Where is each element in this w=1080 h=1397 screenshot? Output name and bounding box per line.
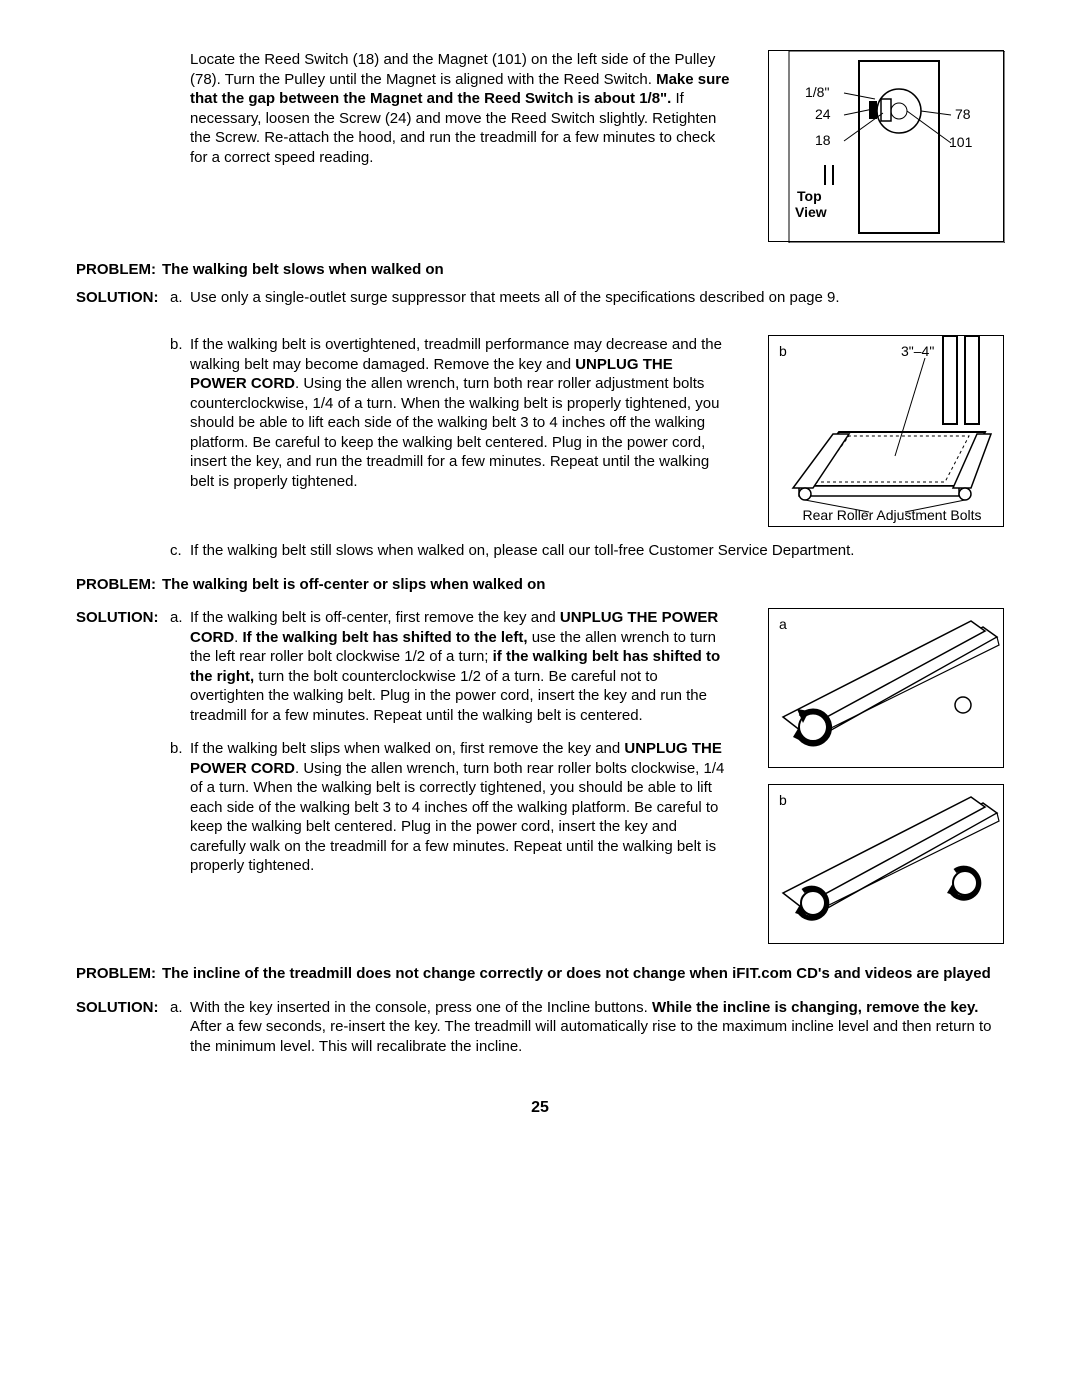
diagram-label: 78	[955, 105, 971, 123]
diagram-caption: Rear Roller Adjustment Bolts	[787, 506, 997, 524]
problem-title: The walking belt slows when walked on	[162, 260, 444, 280]
belt-diagram-b: b 3"–4" Rear Roller Adjustment Bolts	[768, 335, 1004, 527]
text-body: turn the bolt counterclockwise 1/2 of a …	[190, 668, 707, 724]
solution-label: SOLUTION:	[76, 288, 170, 308]
text-body: .	[234, 629, 242, 646]
bullet-letter: a.	[170, 998, 190, 1018]
solution-a: SOLUTION: a. Use only a single-outlet su…	[76, 288, 1004, 322]
reed-switch-diagram: 1/8" 24 18 78 101 Top View	[768, 50, 1004, 242]
diagram-label: 18	[815, 131, 831, 149]
diagram-label: View	[795, 203, 827, 221]
problem-label: PROBLEM:	[76, 260, 156, 280]
text-body: Locate the Reed Switch (18) and the Magn…	[190, 51, 715, 88]
solution-label: SOLUTION:	[76, 608, 170, 628]
problem-heading: PROBLEM: The walking belt slows when wal…	[76, 260, 1004, 280]
problem2-body: SOLUTION: a. If the walking belt is off-…	[76, 608, 1004, 944]
bullet-letter: a.	[170, 288, 190, 308]
problem-label: PROBLEM:	[76, 964, 156, 984]
text-body: . Using the allen wrench, turn both rear…	[190, 375, 719, 490]
reed-switch-text: Locate the Reed Switch (18) and the Magn…	[190, 50, 740, 167]
diagram-label: a	[779, 615, 787, 633]
diagram-label: 3"–4"	[901, 342, 934, 360]
problem-title: The incline of the treadmill does not ch…	[162, 964, 991, 984]
diagram-label: 24	[815, 105, 831, 123]
diagram-label: 1/8"	[805, 83, 829, 101]
bullet-letter: a.	[170, 608, 190, 628]
text-bold: While the incline is changing, remove th…	[652, 999, 978, 1016]
bullet-text: If the walking belt still slows when wal…	[190, 541, 1004, 561]
roller-diagram-a: a	[768, 608, 1004, 768]
problem-title: The walking belt is off-center or slips …	[162, 575, 545, 595]
solution-b-section: b. If the walking belt is overtightened,…	[76, 335, 1004, 527]
text-bold: If the walking belt has shifted to the l…	[243, 629, 528, 646]
text-body: With the key inserted in the console, pr…	[190, 999, 652, 1016]
problem-heading: PROBLEM: The walking belt is off-center …	[76, 575, 1004, 595]
solution-c: c. If the walking belt still slows when …	[170, 541, 1004, 561]
bullet-letter: c.	[170, 541, 190, 561]
solution-a: SOLUTION: a. With the key inserted in th…	[76, 998, 1004, 1071]
bullet-letter: b.	[170, 335, 190, 355]
text-body: If the walking belt is off-center, first…	[190, 609, 560, 626]
text-body: If the walking belt slips when walked on…	[190, 740, 624, 757]
diagram-label: 101	[949, 133, 972, 151]
solution-label: SOLUTION:	[76, 998, 170, 1018]
problem-label: PROBLEM:	[76, 575, 156, 595]
bullet-letter: b.	[170, 739, 190, 759]
bullet-text: Use only a single-outlet surge suppresso…	[190, 288, 1004, 308]
problem-heading: PROBLEM: The incline of the treadmill do…	[76, 964, 1004, 984]
diagram-label: b	[779, 791, 787, 809]
reed-switch-section: Locate the Reed Switch (18) and the Magn…	[76, 50, 1004, 242]
text-body: After a few seconds, re-insert the key. …	[190, 1018, 991, 1055]
diagram-label: b	[779, 342, 787, 360]
page-number: 25	[76, 1098, 1004, 1119]
roller-diagram-b: b	[768, 784, 1004, 944]
